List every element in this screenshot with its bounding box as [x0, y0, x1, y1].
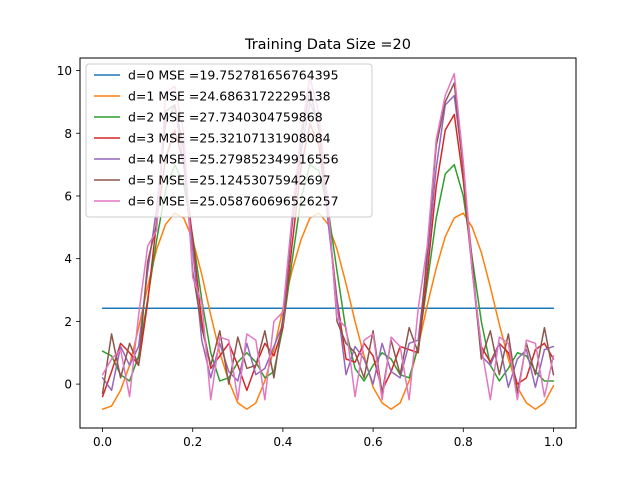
legend-label-6: d=6 MSE =25.058760696526257	[128, 194, 339, 209]
x-axis: 0.0 0.2 0.4 0.6 0.8 1.0	[93, 428, 563, 449]
y-axis: 0 2 4 6 8 10	[57, 64, 80, 392]
y-tick-label-5: 10	[57, 64, 72, 78]
y-tick-label-0: 0	[64, 378, 72, 392]
legend-label-1: d=1 MSE =24.68631722295138	[128, 89, 331, 104]
x-tick-label-1: 0.2	[183, 435, 202, 449]
y-tick-label-1: 2	[64, 315, 72, 329]
plot-frame	[79, 57, 577, 429]
x-tick-label-5: 1.0	[544, 435, 563, 449]
y-tick-label-4: 8	[64, 127, 72, 141]
x-tick-label-2: 0.4	[273, 435, 292, 449]
legend-label-2: d=2 MSE =27.7340304759868	[128, 110, 323, 125]
legend-box	[85, 63, 373, 218]
chart-title: Training Data Size =20	[244, 37, 411, 53]
x-tick-label-4: 0.8	[454, 435, 473, 449]
x-tick-label-3: 0.6	[364, 435, 383, 449]
y-tick-label-3: 6	[64, 189, 72, 203]
legend-label-0: d=0 MSE =19.752781656764395	[128, 68, 339, 83]
x-tick-label-0: 0.0	[93, 435, 112, 449]
legend-label-4: d=4 MSE =25.279852349916556	[128, 152, 339, 167]
legend-label-5: d=5 MSE =25.12453075942697	[128, 173, 331, 188]
y-tick-label-2: 4	[64, 252, 72, 266]
legend: d=0 MSE =19.752781656764395 d=1 MSE =24.6…	[85, 63, 373, 218]
legend-label-3: d=3 MSE =25.32107131908084	[128, 131, 331, 146]
